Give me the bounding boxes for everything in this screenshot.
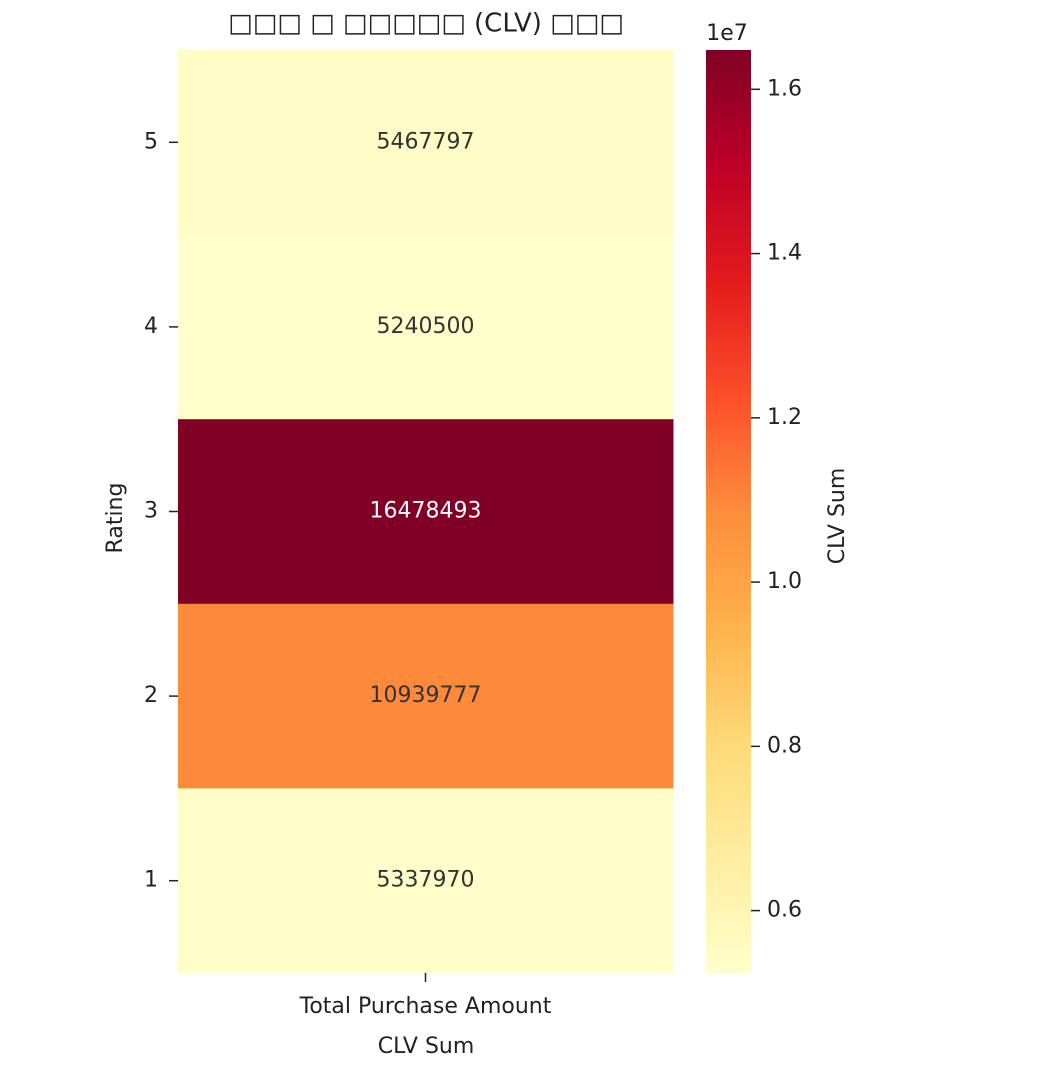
y-tick-label: 1 bbox=[144, 868, 158, 893]
cell-label: 10939777 bbox=[370, 683, 482, 708]
colorbar bbox=[706, 50, 751, 973]
heatmap-cell bbox=[178, 234, 674, 420]
colorbar-tick-label: 0.6 bbox=[767, 898, 802, 923]
y-tick-label: 3 bbox=[144, 499, 158, 524]
heatmap-cell bbox=[178, 419, 674, 605]
colorbar-tick-label: 1.0 bbox=[767, 569, 802, 594]
chart-title: □□□ □ □□□□□ (CLV) □□□ bbox=[228, 9, 624, 39]
colorbar-tick-label: 1.4 bbox=[767, 241, 802, 266]
y-tick-label: 4 bbox=[144, 314, 158, 339]
cell-label: 5240500 bbox=[377, 314, 475, 339]
x-axis-label: CLV Sum bbox=[378, 1034, 475, 1059]
cell-label: 5467797 bbox=[377, 129, 475, 154]
colorbar-tick-label: 1.6 bbox=[767, 76, 802, 101]
y-tick-label: 2 bbox=[144, 683, 158, 708]
colorbar-label: CLV Sum bbox=[825, 468, 850, 565]
colorbar-tick-label: 0.8 bbox=[767, 733, 802, 758]
heatmap-cell bbox=[178, 603, 674, 789]
colorbar-offset: 1e7 bbox=[706, 21, 748, 46]
heatmap-cell bbox=[178, 788, 674, 974]
cell-label: 5337970 bbox=[377, 868, 475, 893]
cell-label: 16478493 bbox=[370, 499, 482, 524]
heatmap-cell bbox=[178, 50, 674, 236]
colorbar-tick-label: 1.2 bbox=[767, 405, 802, 430]
x-tick-label: Total Purchase Amount bbox=[299, 994, 552, 1019]
y-tick-label: 5 bbox=[144, 129, 158, 154]
y-axis-label: Rating bbox=[103, 483, 128, 554]
